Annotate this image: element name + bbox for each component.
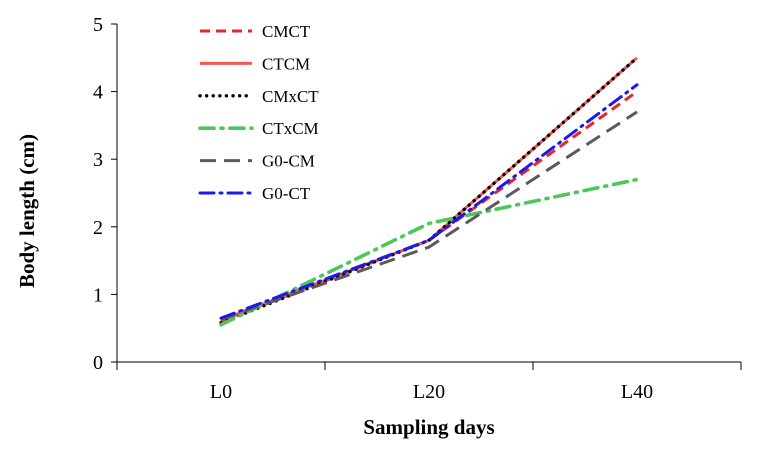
y-tick-label: 0: [93, 352, 103, 374]
legend-label-cmct: CMCT: [262, 22, 311, 41]
series-line-cmct: [220, 90, 638, 323]
axes: 0 1 2 3 4 5 L0 L20 L40: [93, 14, 742, 403]
y-tick-label: 3: [93, 149, 103, 171]
y-tick-label: 1: [93, 284, 103, 306]
series-line-cmxct: [219, 56, 639, 325]
legend-label-ctxcm: CTxCM: [262, 119, 319, 138]
series-line-g0-cm: [220, 110, 638, 321]
x-axis-title: Sampling days: [363, 415, 494, 439]
legend-label-g0-cm: G0-CM: [262, 152, 315, 171]
y-tick-label: 4: [93, 82, 103, 104]
y-tick-label: 2: [93, 217, 103, 239]
legend-label-cmxct: CMxCT: [262, 87, 319, 106]
series-line-g0-ct: [219, 83, 639, 320]
legend-label-g0-ct: G0-CT: [262, 184, 311, 203]
legend-label-ctcm: CTCM: [262, 54, 310, 73]
series-layer: [219, 56, 639, 327]
series-line-ctxcm: [219, 177, 639, 327]
x-tick-label: L20: [413, 381, 445, 403]
y-tick-label: 5: [93, 14, 103, 36]
y-axis-title: Body length (cm): [15, 134, 39, 288]
x-tick-label: L0: [210, 381, 232, 403]
x-tick-label: L40: [621, 381, 653, 403]
legend: CMCT CTCM CMxCT CTxCM G0-CM G0-CT: [198, 22, 319, 203]
